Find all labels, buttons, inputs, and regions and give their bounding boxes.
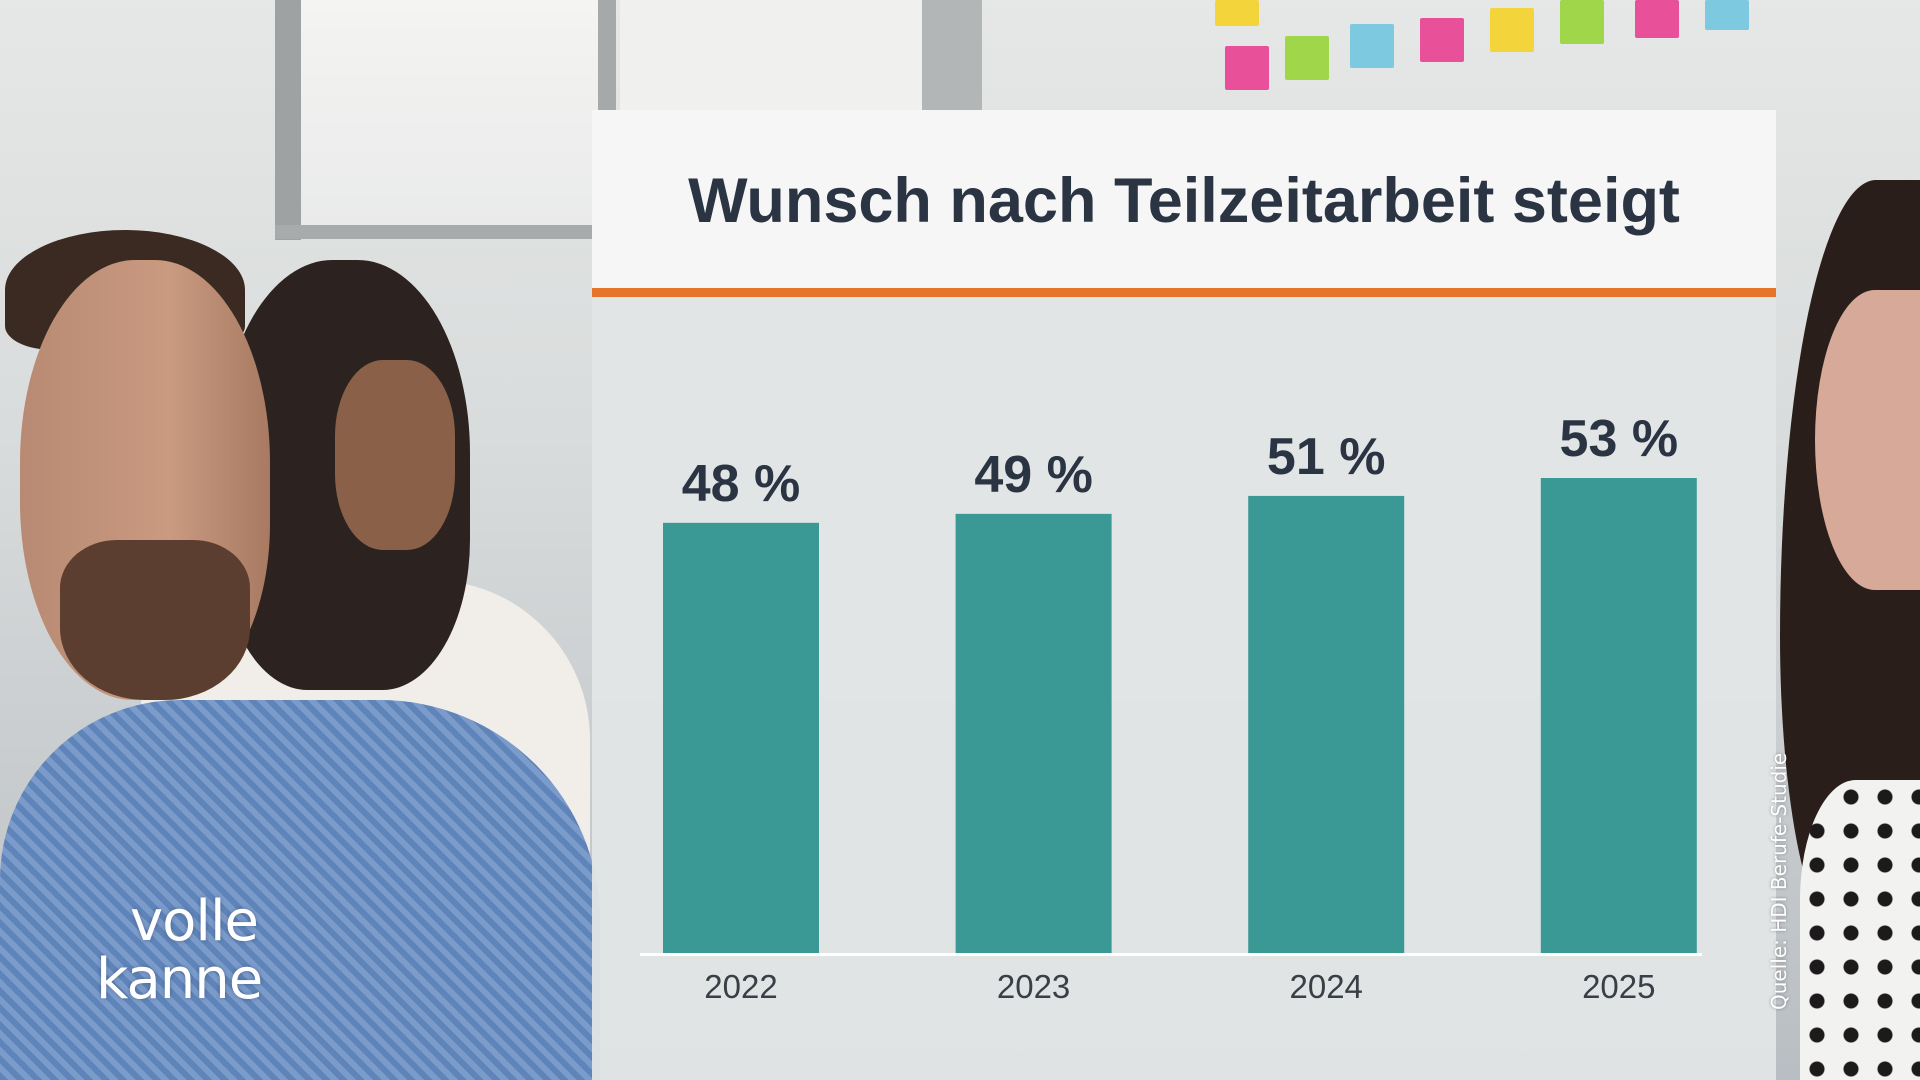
sticky-note <box>1635 0 1679 38</box>
data-label-2022: 48 % <box>682 455 801 513</box>
data-label-2023: 49 % <box>974 446 1093 504</box>
sticky-note <box>1215 0 1259 26</box>
sticky-note <box>1420 18 1464 62</box>
sticky-note <box>1560 0 1604 44</box>
bar-2023 <box>955 513 1112 953</box>
chart-title: Wunsch nach Teilzeitarbeit steigt <box>688 166 1680 236</box>
data-label-2024: 51 % <box>1267 428 1386 486</box>
man-figure <box>0 700 600 1080</box>
title-accent-rule <box>592 288 1776 297</box>
x-tick-label-2022: 2022 <box>704 968 777 1005</box>
data-label-2025: 53 % <box>1560 410 1679 468</box>
show-logo: volle kanne <box>96 889 263 1012</box>
sticky-note <box>1225 46 1269 90</box>
bar-chart: 48 % 2022 49 % 2023 51 % 2024 53 % 2025 <box>640 410 1702 1005</box>
window-frame <box>922 0 982 110</box>
window-sill <box>275 225 615 239</box>
man-figure <box>60 540 250 700</box>
source-credit: Quelle: HDI Berufe-Studie <box>1767 752 1791 1010</box>
sticky-note <box>1285 36 1329 80</box>
x-tick-label-2023: 2023 <box>997 968 1070 1005</box>
woman-figure <box>1815 290 1920 590</box>
sticky-note <box>1705 0 1749 30</box>
x-tick-label-2024: 2024 <box>1289 968 1362 1005</box>
woman-figure <box>335 360 455 550</box>
logo-text: volle <box>130 889 259 954</box>
sticky-note <box>1490 8 1534 52</box>
window-frame <box>275 0 301 240</box>
bar-2022 <box>663 522 819 953</box>
bar-2024 <box>1248 495 1405 953</box>
office-window <box>300 0 600 230</box>
chart-header: Wunsch nach Teilzeitarbeit steigt <box>592 110 1776 288</box>
office-window <box>620 0 930 110</box>
woman-figure <box>1800 780 1920 1080</box>
x-tick-label-2025: 2025 <box>1582 968 1655 1005</box>
bar-2025 <box>1540 478 1697 953</box>
logo-text: kanne <box>96 947 263 1012</box>
sticky-note <box>1350 24 1394 68</box>
